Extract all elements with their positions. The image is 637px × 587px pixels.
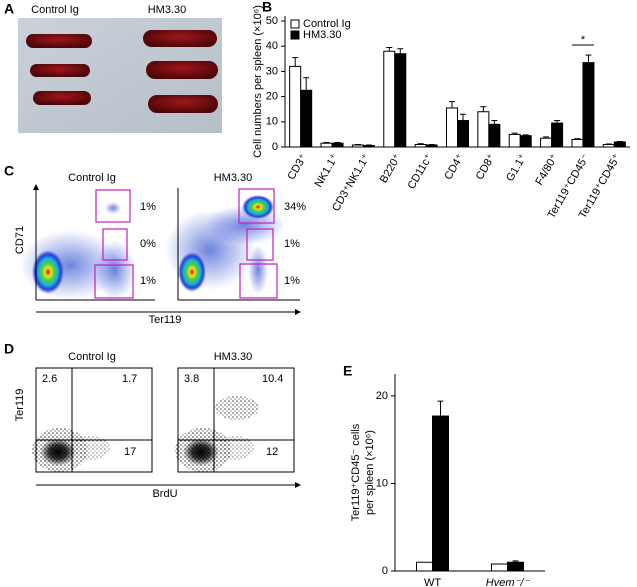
panel-title: HM3.30 [214,351,253,363]
quadrant [35,367,301,488]
bar [300,89,313,148]
y-axis-label: per spleen (×10⁶) [364,430,376,515]
x-tick-label: G1.1⁺ [504,152,529,184]
quadrant-value: 2.6 [42,373,57,385]
gate-percent: 1% [140,201,156,213]
panel-letter: E [343,363,352,379]
bar [383,50,396,148]
y-axis-label: Cell numbers per spleen (×10⁶) [252,5,264,158]
y-tick-label: 10 [266,116,278,128]
panel-letter: C [4,163,14,179]
y-tick-label: 20 [266,91,278,103]
quadrant-value: 3.8 [184,373,199,385]
gate-percent: 1% [140,275,156,287]
panel-letter: D [4,341,14,357]
x-tick-label: WT [424,577,441,587]
y-tick-label: 0 [272,141,278,153]
y-tick-label: 0 [382,565,388,577]
bar [602,143,615,148]
panel-title: Control Ig [68,351,116,363]
bar [394,53,407,148]
gate-percent: 1% [284,238,300,250]
dot-plot [32,396,259,472]
bar [446,107,458,148]
spleen-photo [18,18,222,133]
y-tick-label: 10 [376,477,388,489]
gate-percent: 0% [140,238,156,250]
x-tick-label: CD11c⁺ [406,152,436,192]
bar [289,65,302,148]
y-tick-label: 40 [266,40,278,52]
bar [488,123,501,148]
axis-label: Ter119 [149,314,182,326]
bar [507,561,524,572]
axis-label: Ter119 [14,389,26,422]
bar [540,137,553,148]
bar [351,144,364,148]
annotation: * [581,34,586,46]
bar [414,143,427,148]
y-tick-label: 50 [266,15,278,27]
legend-swatch [290,30,300,40]
bar [320,142,333,148]
panel-letter: B [262,0,272,15]
quadrant-value: 1.7 [122,373,137,385]
bar [508,133,521,148]
bar [582,62,595,148]
bar [432,415,449,572]
axis-label: CD71 [14,226,26,254]
legend-swatch [290,19,300,29]
bar [613,141,626,148]
panel-title: Control Ig [31,4,79,16]
bar [477,111,490,148]
bar [551,122,564,148]
quadrant-value: 12 [266,446,278,458]
panel-title: HM3.30 [148,4,187,16]
x-tick-label: F4/80⁺ [533,152,560,188]
x-tick-label: Hvem⁻/⁻ [486,577,531,587]
x-tick-label: CD8⁺ [474,152,498,182]
bar [425,144,438,148]
axis [33,184,301,315]
quadrant-value: 10.4 [262,373,283,385]
bar [571,138,584,148]
y-tick-label: 20 [376,390,388,402]
gate-percent: 34% [284,201,306,213]
x-tick-label: NK1.1⁺ [313,152,342,190]
gate [94,188,278,299]
legend-label: Control Ig [303,18,351,30]
bar [362,144,375,148]
bar [491,563,508,572]
y-axis-label: Ter119⁺CD45⁻ cells [350,423,362,521]
bar [519,135,532,148]
panel-title: HM3.30 [214,172,253,184]
bar [416,561,433,572]
gate-percent: 1% [284,275,300,287]
panel-letter: A [4,1,14,17]
bar [331,142,344,148]
axis-label: BrdU [152,488,177,500]
x-tick-label: B220⁺ [378,152,404,185]
x-tick-label: CD4⁺ [442,152,466,182]
x-tick-label: CD3⁺ [285,152,309,182]
y-tick-label: 30 [266,65,278,77]
panel-title: Control Ig [68,172,116,184]
quadrant-value: 17 [124,446,136,458]
legend-label: HM3.30 [303,29,342,41]
bar [457,120,469,148]
